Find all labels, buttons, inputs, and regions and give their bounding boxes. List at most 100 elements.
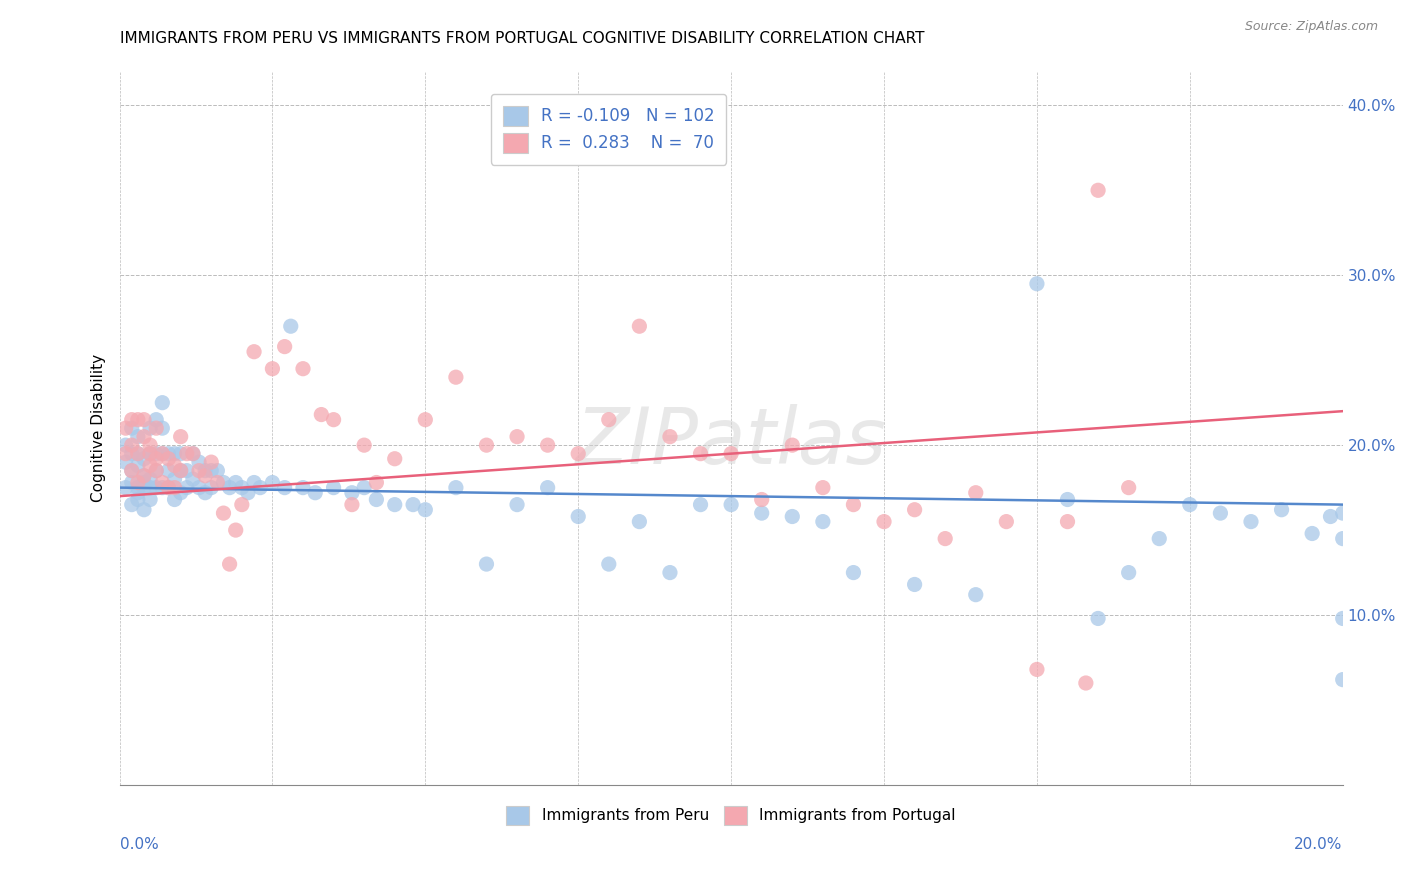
Point	[384, 451, 406, 466]
Point	[127, 492, 149, 507]
Y-axis label: Cognitive Disability: Cognitive Disability	[90, 354, 105, 502]
Point	[842, 566, 865, 580]
Point	[444, 481, 467, 495]
Point	[720, 498, 742, 512]
Point	[280, 319, 302, 334]
Point	[121, 447, 143, 461]
Point	[194, 485, 217, 500]
Point	[145, 481, 167, 495]
Point	[139, 421, 162, 435]
Point	[873, 515, 896, 529]
Point	[139, 438, 162, 452]
Point	[304, 485, 326, 500]
Point	[444, 370, 467, 384]
Point	[169, 464, 191, 478]
Point	[965, 485, 987, 500]
Point	[243, 475, 266, 490]
Point	[262, 475, 284, 490]
Point	[127, 485, 149, 500]
Point	[163, 492, 186, 507]
Point	[127, 447, 149, 461]
Point	[782, 438, 804, 452]
Point	[475, 557, 498, 571]
Point	[353, 481, 375, 495]
Point	[262, 361, 284, 376]
Point	[353, 438, 375, 452]
Point	[1331, 673, 1354, 687]
Point	[200, 481, 222, 495]
Point	[145, 421, 167, 435]
Point	[157, 481, 180, 495]
Point	[231, 498, 253, 512]
Point	[163, 458, 186, 473]
Point	[1056, 515, 1078, 529]
Point	[127, 458, 149, 473]
Point	[145, 451, 167, 466]
Point	[322, 412, 344, 426]
Point	[121, 475, 143, 490]
Point	[413, 412, 436, 426]
Point	[965, 588, 987, 602]
Point	[145, 464, 167, 478]
Point	[132, 468, 155, 483]
Point	[475, 438, 498, 452]
Point	[157, 451, 180, 466]
Point	[292, 361, 315, 376]
Point	[340, 485, 363, 500]
Point	[1301, 526, 1323, 541]
Point	[121, 412, 143, 426]
Point	[150, 475, 173, 490]
Point	[169, 485, 191, 500]
Point	[150, 447, 173, 461]
Point	[127, 447, 149, 461]
Point	[811, 515, 834, 529]
Point	[121, 438, 143, 452]
Point	[145, 447, 167, 461]
Point	[127, 475, 149, 490]
Point	[163, 472, 186, 486]
Point	[904, 577, 927, 591]
Point	[689, 498, 711, 512]
Point	[225, 475, 247, 490]
Point	[1074, 676, 1097, 690]
Point	[1240, 515, 1263, 529]
Point	[506, 430, 529, 444]
Point	[340, 498, 363, 512]
Point	[181, 472, 204, 486]
Point	[132, 481, 155, 495]
Point	[169, 464, 191, 478]
Point	[273, 340, 295, 354]
Point	[132, 451, 155, 466]
Point	[1319, 509, 1341, 524]
Point	[127, 481, 149, 495]
Point	[236, 485, 259, 500]
Point	[150, 421, 173, 435]
Point	[200, 464, 222, 478]
Point	[934, 532, 956, 546]
Point	[842, 498, 865, 512]
Point	[114, 455, 136, 469]
Point	[132, 468, 155, 483]
Point	[163, 481, 186, 495]
Point	[139, 447, 162, 461]
Point	[537, 438, 560, 452]
Point	[132, 502, 155, 516]
Point	[1178, 498, 1201, 512]
Point	[231, 481, 253, 495]
Point	[811, 481, 834, 495]
Point	[150, 447, 173, 461]
Point	[1026, 277, 1049, 291]
Point	[163, 447, 186, 461]
Point	[292, 481, 315, 495]
Point	[413, 502, 436, 516]
Point	[402, 498, 425, 512]
Point	[139, 481, 162, 495]
Text: 0.0%: 0.0%	[120, 837, 159, 852]
Point	[169, 430, 191, 444]
Point	[384, 498, 406, 512]
Point	[243, 344, 266, 359]
Point	[114, 447, 136, 461]
Point	[157, 481, 180, 495]
Point	[225, 523, 247, 537]
Point	[169, 447, 191, 461]
